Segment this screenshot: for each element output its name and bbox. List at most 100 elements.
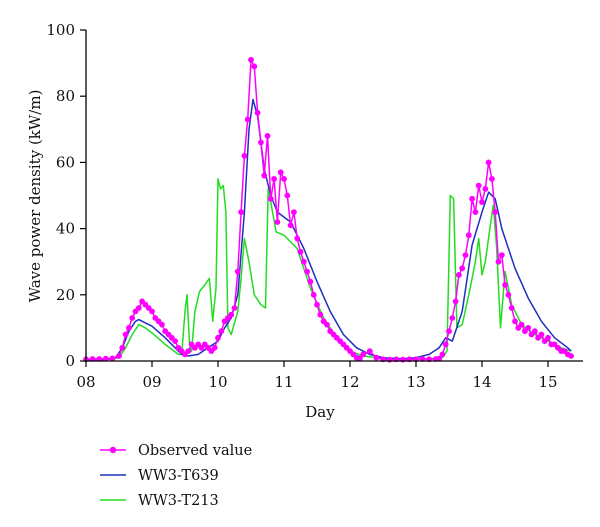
data-point-observed (284, 192, 291, 199)
x-tick-label: 10 (208, 373, 227, 391)
data-point-observed (122, 331, 129, 338)
data-point-observed (281, 176, 287, 182)
data-point-observed (525, 325, 532, 331)
data-point-observed (271, 176, 277, 182)
data-point-observed (241, 152, 248, 159)
x-tick-label: 11 (274, 373, 293, 391)
data-point-observed (291, 209, 297, 216)
data-point-observed (475, 182, 482, 189)
data-point-observed (300, 258, 307, 265)
data-point-observed (495, 258, 502, 265)
data-point-observed (505, 291, 512, 298)
data-point-observed (307, 278, 314, 285)
data-point-observed (324, 321, 330, 328)
data-point-observed (135, 305, 142, 311)
data-point-observed (116, 353, 122, 359)
data-point-observed (172, 338, 179, 344)
data-point-observed (545, 334, 551, 341)
data-point-observed (185, 348, 192, 354)
data-point-observed (518, 321, 525, 328)
data-point-observed (456, 272, 462, 278)
x-axis-title: Day (305, 403, 335, 421)
series-line-ww3-t639 (85, 98, 572, 361)
y-tick-label: 60 (56, 153, 75, 171)
data-point-observed (264, 133, 271, 139)
data-point-observed (294, 235, 301, 242)
data-point-observed (274, 219, 281, 225)
y-tick-label: 100 (46, 21, 75, 39)
data-point-observed (149, 308, 155, 315)
data-point-observed (317, 311, 324, 318)
data-point-observed (462, 252, 469, 258)
data-point-observed (261, 172, 268, 179)
data-point-observed (472, 209, 479, 216)
data-point-observed (508, 305, 515, 311)
data-point-observed (502, 282, 508, 288)
x-tick-label: 14 (472, 373, 491, 391)
data-point-observed (479, 199, 485, 206)
data-point-observed (234, 268, 241, 275)
data-point-observed (482, 186, 489, 192)
data-point-observed (366, 348, 373, 354)
data-point-observed (459, 265, 466, 272)
data-point-observed (244, 116, 251, 123)
data-point-observed (129, 315, 136, 321)
data-point-observed (498, 252, 505, 258)
data-point-observed (314, 301, 320, 308)
data-point-observed (277, 169, 284, 176)
data-point-observed (109, 355, 116, 362)
data-point-observed (469, 195, 475, 202)
data-point-observed (125, 325, 132, 331)
series-line-ww3-t213 (85, 178, 572, 361)
data-point-observed (287, 222, 294, 229)
x-axis-ticks: 08 09 10 11 12 13 14 15 (76, 361, 558, 391)
legend-label-t213: WW3-T213 (138, 493, 219, 509)
data-point-observed (228, 311, 235, 318)
y-tick-label: 80 (56, 87, 75, 105)
legend: Observed value WW3-T639 WW3-T213 (100, 443, 252, 509)
data-point-observed (254, 109, 261, 116)
data-point-observed (215, 334, 221, 341)
data-point-observed (297, 248, 304, 255)
y-tick-label: 40 (56, 220, 75, 238)
data-point-observed (386, 356, 393, 363)
data-point-observed (439, 351, 446, 358)
data-point-observed (304, 268, 310, 275)
x-tick-label: 15 (538, 373, 557, 391)
data-point-observed (531, 328, 538, 335)
data-point-observed (258, 139, 264, 146)
data-point-observed (465, 232, 472, 239)
data-point-observed (159, 321, 165, 328)
data-point-observed (251, 63, 258, 70)
data-point-observed (446, 328, 452, 335)
data-point-observed (449, 315, 456, 321)
data-point-observed (538, 331, 545, 338)
data-point-observed (119, 344, 126, 351)
legend-label-observed: Observed value (138, 443, 252, 459)
data-point-observed (436, 355, 442, 362)
data-point-observed (211, 344, 218, 351)
x-tick-label: 13 (406, 373, 425, 391)
data-point-observed (492, 209, 499, 216)
data-point-observed (485, 159, 492, 166)
data-point-observed (373, 354, 380, 361)
data-point-observed (218, 328, 225, 335)
data-point-observed (238, 209, 245, 216)
data-point-observed (452, 298, 459, 305)
data-point-observed (357, 355, 363, 362)
y-axis-ticks: 0 20 40 60 80 100 (46, 21, 86, 370)
x-tick-label: 08 (76, 373, 95, 391)
data-point-observed (102, 355, 109, 362)
data-point-observed (512, 318, 518, 325)
x-tick-label: 09 (142, 373, 161, 391)
data-point-observed (267, 195, 274, 202)
plot-area (83, 56, 574, 363)
y-tick-label: 0 (65, 352, 75, 370)
data-point-observed (568, 353, 574, 359)
data-point-observed (399, 356, 406, 363)
data-point-observed (231, 305, 238, 311)
data-point-observed (489, 176, 495, 182)
x-tick-label: 12 (340, 373, 359, 391)
data-point-observed (310, 291, 317, 298)
